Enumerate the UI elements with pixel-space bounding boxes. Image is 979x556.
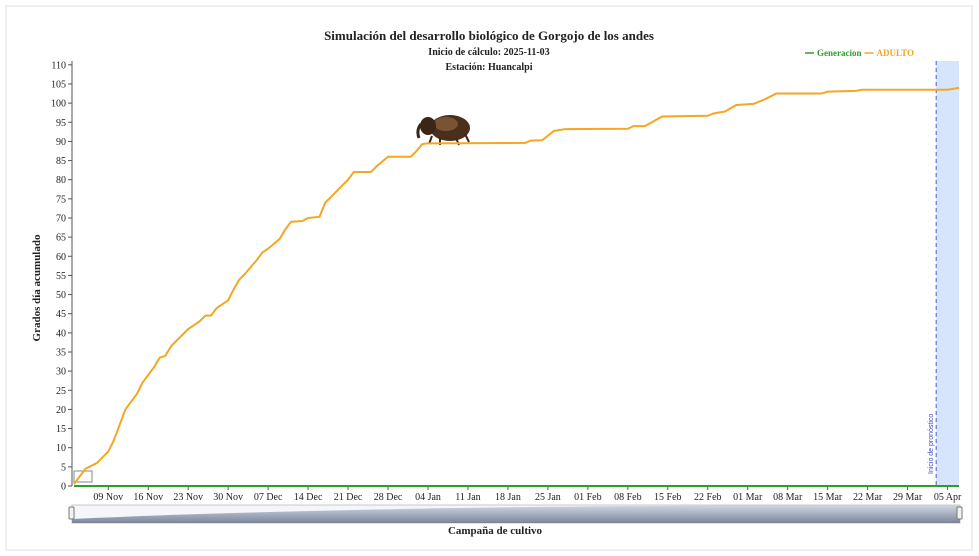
y-axis-title: Grados día acumulado xyxy=(31,234,43,341)
frame xyxy=(6,6,972,550)
y-tick-label: 100 xyxy=(51,99,66,110)
x-tick-label: 04 Jan xyxy=(415,492,441,503)
x-tick-label: 08 Mar xyxy=(773,492,803,503)
navigator-handle[interactable] xyxy=(957,507,962,519)
x-tick-label: 28 Dec xyxy=(374,492,403,503)
x-tick-label: 22 Feb xyxy=(694,492,722,503)
y-tick-label: 30 xyxy=(56,367,66,378)
x-tick-label: 01 Mar xyxy=(733,492,763,503)
legend: Generacion ADULTO xyxy=(805,48,914,58)
y-tick-label: 55 xyxy=(56,271,66,282)
y-tick-label: 60 xyxy=(56,252,66,263)
chart-subtitle: Estación: Huancalpi xyxy=(446,62,533,73)
y-tick-label: 5 xyxy=(61,462,66,473)
x-tick-label: 07 Dec xyxy=(254,492,283,503)
y-tick-label: 85 xyxy=(56,156,66,167)
y-tick-label: 50 xyxy=(56,290,66,301)
y-tick-label: 0 xyxy=(61,482,66,493)
chart-title: Simulación del desarrollo biológico de G… xyxy=(324,28,654,43)
x-tick-label: 21 Dec xyxy=(334,492,363,503)
x-tick-label: 14 Dec xyxy=(294,492,323,503)
y-tick-label: 105 xyxy=(51,79,66,90)
y-tick-label: 35 xyxy=(56,347,66,358)
x-tick-label: 05 Apr xyxy=(934,492,962,503)
legend-label: ADULTO xyxy=(877,48,915,58)
y-tick-label: 45 xyxy=(56,309,66,320)
y-tick-label: 110 xyxy=(51,60,66,71)
legend-label: Generacion xyxy=(817,48,862,58)
x-tick-label: 30 Nov xyxy=(213,492,243,503)
x-tick-label: 01 Feb xyxy=(574,492,602,503)
x-tick-label: 15 Mar xyxy=(813,492,843,503)
y-tick-label: 20 xyxy=(56,405,66,416)
x-tick-label: 09 Nov xyxy=(93,492,123,503)
forecast-label: Inicio de pronóstico xyxy=(928,414,935,474)
y-tick-label: 10 xyxy=(56,443,66,454)
x-tick-label: 11 Jan xyxy=(455,492,480,503)
y-tick-label: 25 xyxy=(56,386,66,397)
x-tick-label: 16 Nov xyxy=(133,492,163,503)
navigator[interactable] xyxy=(69,505,962,523)
y-tick-label: 75 xyxy=(56,194,66,205)
beetle-icon xyxy=(418,115,470,145)
chart: Simulación del desarrollo biológico de G… xyxy=(0,0,979,556)
x-tick-label: 29 Mar xyxy=(893,492,923,503)
y-tick-label: 15 xyxy=(56,424,66,435)
x-tick-label: 15 Feb xyxy=(654,492,682,503)
x-tick-label: 22 Mar xyxy=(853,492,883,503)
x-tick-label: 08 Feb xyxy=(614,492,642,503)
y-tick-label: 80 xyxy=(56,175,66,186)
x-tick-label: 18 Jan xyxy=(495,492,521,503)
y-tick-label: 65 xyxy=(56,233,66,244)
y-tick-label: 40 xyxy=(56,328,66,339)
x-tick-label: 23 Nov xyxy=(173,492,203,503)
y-tick-label: 70 xyxy=(56,213,66,224)
y-tick-label: 90 xyxy=(56,137,66,148)
series-line xyxy=(74,88,959,484)
x-axis-title: Campaña de cultivo xyxy=(448,525,543,537)
navigator-handle[interactable] xyxy=(69,507,74,519)
chart-subtitle: Inicio de cálculo: 2025-11-03 xyxy=(428,47,549,58)
y-tick-label: 95 xyxy=(56,118,66,129)
forecast-band xyxy=(936,61,959,486)
x-tick-label: 25 Jan xyxy=(535,492,561,503)
